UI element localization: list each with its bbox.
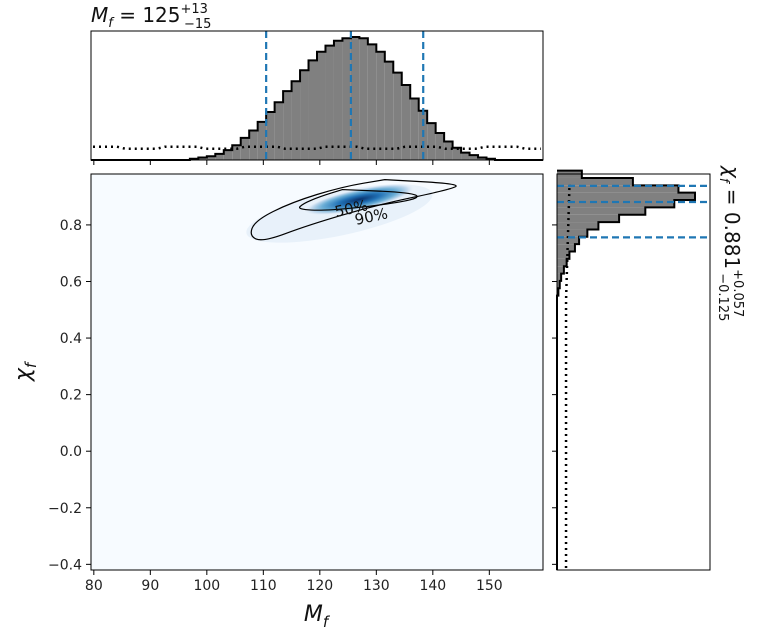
right-panel-frame	[556, 173, 711, 571]
top-histogram-bar	[367, 44, 377, 160]
right-posterior-outline	[556, 169, 696, 570]
right-prior-line	[564, 183, 571, 568]
top-histogram-bar	[283, 91, 292, 160]
right-histogram-bar	[557, 273, 562, 281]
right-histogram-bar	[557, 214, 620, 223]
top-histogram-bar	[291, 81, 301, 160]
top-histogram-bar	[266, 112, 275, 160]
top-histogram-bar	[478, 157, 487, 160]
right-histogram-bar	[557, 258, 567, 267]
y-tick-label: 0.4	[60, 331, 82, 347]
top-panel-title: Mf = 125+13 −15	[91, 2, 211, 32]
right-histogram-bar	[557, 207, 646, 215]
right-histogram-bar	[557, 222, 599, 230]
contour-90	[250, 179, 457, 241]
joint-panel-frame	[90, 173, 544, 571]
top-histogram-bar	[452, 147, 462, 160]
top-histogram-bar	[333, 40, 343, 160]
right-marginal-panel: χf = 0.881+0.057−0.125	[552, 165, 745, 571]
right-histogram-bar	[557, 251, 570, 259]
x-tick-label: 140	[419, 578, 446, 594]
x-tick-label: 150	[476, 578, 503, 594]
top-histogram-bar	[350, 37, 360, 160]
x-tick-label: 90	[141, 578, 159, 594]
top-histogram-bar	[317, 51, 326, 161]
y-tick-label: −0.4	[48, 557, 82, 573]
top-posterior-outline	[91, 36, 543, 161]
top-histogram-bar	[206, 156, 216, 160]
y-tick-label: 0.6	[60, 274, 82, 290]
top-marginal-panel: Mf = 125+13 −15	[90, 2, 544, 165]
top-histogram-bar	[469, 155, 479, 160]
y-tick-label: 0.2	[60, 388, 82, 404]
right-histogram-bar	[557, 229, 588, 237]
right-panel-title: χf = 0.881+0.057−0.125	[715, 165, 745, 321]
top-histogram-bar	[240, 137, 250, 160]
top-histogram-bar	[342, 38, 351, 161]
top-histogram-bar	[376, 51, 385, 161]
y-tick-label: 0.8	[60, 218, 82, 234]
right-histogram-bar	[557, 192, 695, 201]
top-histogram-bar	[444, 141, 453, 160]
x-tick-label: 120	[306, 578, 333, 594]
top-histogram-bar	[308, 60, 317, 161]
top-histogram-bar	[401, 84, 411, 160]
top-histogram-bar	[215, 153, 224, 160]
top-histogram-bar	[461, 152, 470, 160]
x-tick-label: 100	[193, 578, 220, 594]
right-histogram-bar	[557, 280, 560, 289]
top-histogram-bar	[384, 61, 394, 160]
top-histogram-bar	[232, 145, 241, 160]
y-tick-label: 0.0	[60, 444, 82, 460]
top-histogram-bar	[410, 98, 419, 160]
y-axis-title: χf	[11, 360, 40, 382]
top-panel-frame	[90, 30, 544, 161]
top-histogram-bar	[257, 121, 267, 160]
top-histogram-bar	[249, 130, 258, 160]
x-tick-label: 110	[250, 578, 277, 594]
x-tick-label: 80	[85, 578, 103, 594]
top-histogram-bar	[274, 102, 284, 160]
right-histogram-bar	[557, 185, 679, 193]
top-histogram-bar	[198, 157, 207, 160]
right-histogram-bar	[557, 236, 580, 245]
contour-50	[299, 188, 418, 211]
right-histogram-bar	[557, 177, 633, 186]
x-axis-title: Mf	[304, 602, 331, 631]
top-histogram-bar	[427, 123, 436, 160]
right-histogram-bar	[557, 244, 575, 252]
right-histogram-bar	[557, 266, 564, 274]
top-histogram-bar	[300, 70, 309, 160]
top-histogram-bar	[325, 45, 334, 160]
joint-density-panel: 50% 90% 80 90 100 110 120 130 140 150 −0.4−0.20…	[11, 173, 544, 631]
top-histogram-bar	[359, 38, 368, 161]
joint-background	[91, 174, 543, 570]
y-tick-label: −0.2	[48, 501, 82, 517]
top-histogram-bar	[393, 72, 402, 160]
top-histogram-bar	[223, 150, 233, 160]
x-tick-label: 130	[363, 578, 390, 594]
right-histogram-bar	[557, 200, 675, 208]
